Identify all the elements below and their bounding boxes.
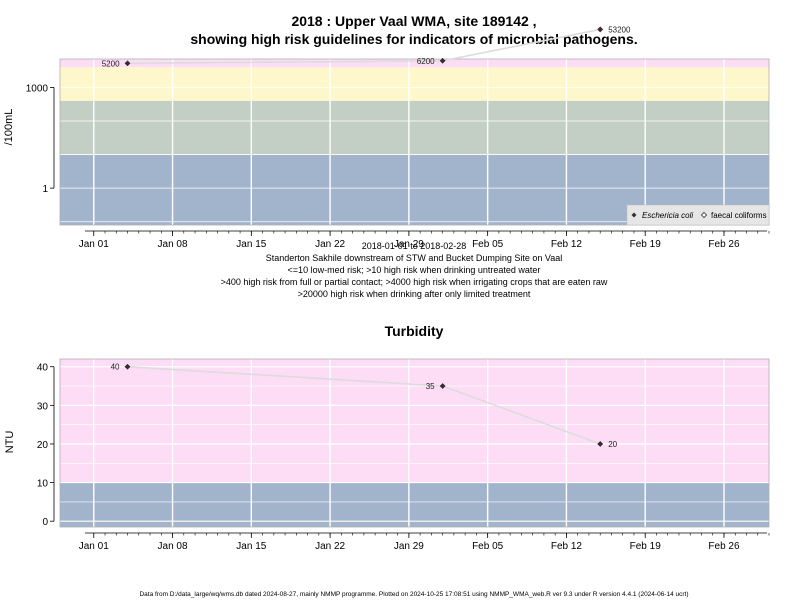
- data-point: [439, 57, 447, 65]
- data-label: 5200: [102, 59, 120, 68]
- legend-marker-ecoli: [631, 212, 637, 218]
- risk-band-3: [60, 59, 769, 68]
- plot-frame: [59, 358, 770, 528]
- y-tick-label: 20: [37, 440, 49, 451]
- turbidity-title: Turbidity: [385, 323, 444, 339]
- y-tick-label: 30: [37, 401, 49, 412]
- y-tick-label: 40: [37, 363, 49, 374]
- data-label: 20: [608, 440, 617, 449]
- x-tick-label: Jan 22: [315, 541, 345, 552]
- x-tick-label: Jan 01: [79, 541, 109, 552]
- data-point: [596, 25, 604, 33]
- site-description: Standerton Sakhile downstream of STW and…: [266, 253, 563, 263]
- x-tick-label: Feb 05: [472, 541, 504, 552]
- guideline-text-3: >20000 high risk when drinking after onl…: [298, 289, 531, 299]
- risk-band-2: [60, 67, 769, 101]
- guideline-text-2: >400 high risk from full or partial cont…: [221, 277, 608, 287]
- y-axis-label-ntu: NTU: [4, 431, 16, 454]
- x-tick-label: Feb 12: [551, 239, 583, 250]
- risk-band-1: [60, 100, 769, 155]
- data-point: [123, 59, 132, 67]
- x-tick-label: Jan 29: [394, 541, 424, 552]
- chart-title: 2018 : Upper Vaal WMA, site 189142 ,: [291, 13, 536, 29]
- data-label: 6200: [417, 57, 435, 66]
- data-point: [123, 363, 132, 371]
- x-tick-label: Jan 08: [158, 239, 188, 250]
- x-tick-label: Feb 19: [630, 541, 662, 552]
- x-tick-label: Feb 26: [708, 239, 740, 250]
- chart-subtitle: showing high risk guidelines for indicat…: [190, 31, 637, 47]
- y-tick-label: 0: [42, 517, 48, 528]
- legend-marker-faecal: [700, 211, 708, 219]
- x-tick-label: Feb 12: [551, 541, 583, 552]
- footer-note: Data from D:/data_large/wq/wms.db dated …: [139, 591, 688, 598]
- x-tick-label: Jan 08: [158, 541, 188, 552]
- plot-frame: [59, 58, 770, 226]
- data-label: 35: [426, 382, 435, 391]
- y-tick-label: 1: [42, 184, 48, 195]
- data-point: [439, 382, 447, 390]
- x-tick-label: Jan 01: [79, 239, 109, 250]
- y-axis-label-bacteria: /100mL: [3, 109, 15, 146]
- turbidity-plot-area: Jan 01 Jan 08 Jan 15 Jan 22 Jan 29 Feb 05 Feb …: [37, 358, 770, 552]
- x-tick-label: Jan 22: [315, 239, 345, 250]
- legend-label-faecal: faecal coliforms: [711, 211, 767, 220]
- x-tick-label: Feb 19: [630, 239, 662, 250]
- risk-band-0: [60, 482, 769, 527]
- legend-label-ecoli: Eschericia coli: [642, 211, 693, 220]
- legend: Eschericia coli faecal coliforms: [626, 204, 770, 226]
- x-tick-label: Jan 29: [394, 239, 424, 250]
- data-label: 40: [111, 363, 120, 372]
- x-tick-label: Jan 15: [236, 239, 266, 250]
- risk-band-1: [60, 359, 769, 483]
- x-tick-label: Jan 15: [236, 541, 266, 552]
- date-range-label: 2018-01-01 to 2018-02-28: [362, 241, 467, 251]
- y-tick-label: 10: [37, 479, 49, 490]
- y-tick-label: 1000: [26, 83, 49, 94]
- data-label: 53200: [608, 25, 631, 34]
- x-tick-label: Feb 05: [472, 239, 504, 250]
- guideline-text-1: <=10 low-med risk; >10 high risk when dr…: [288, 265, 541, 275]
- legend-box: [626, 204, 770, 226]
- bacteria-plot-area: Jan 01 Jan 08 Jan 15 Jan 22 Jan 29 Feb 05 Feb …: [26, 25, 770, 250]
- data-point: [596, 440, 604, 448]
- x-tick-label: Feb 26: [708, 541, 740, 552]
